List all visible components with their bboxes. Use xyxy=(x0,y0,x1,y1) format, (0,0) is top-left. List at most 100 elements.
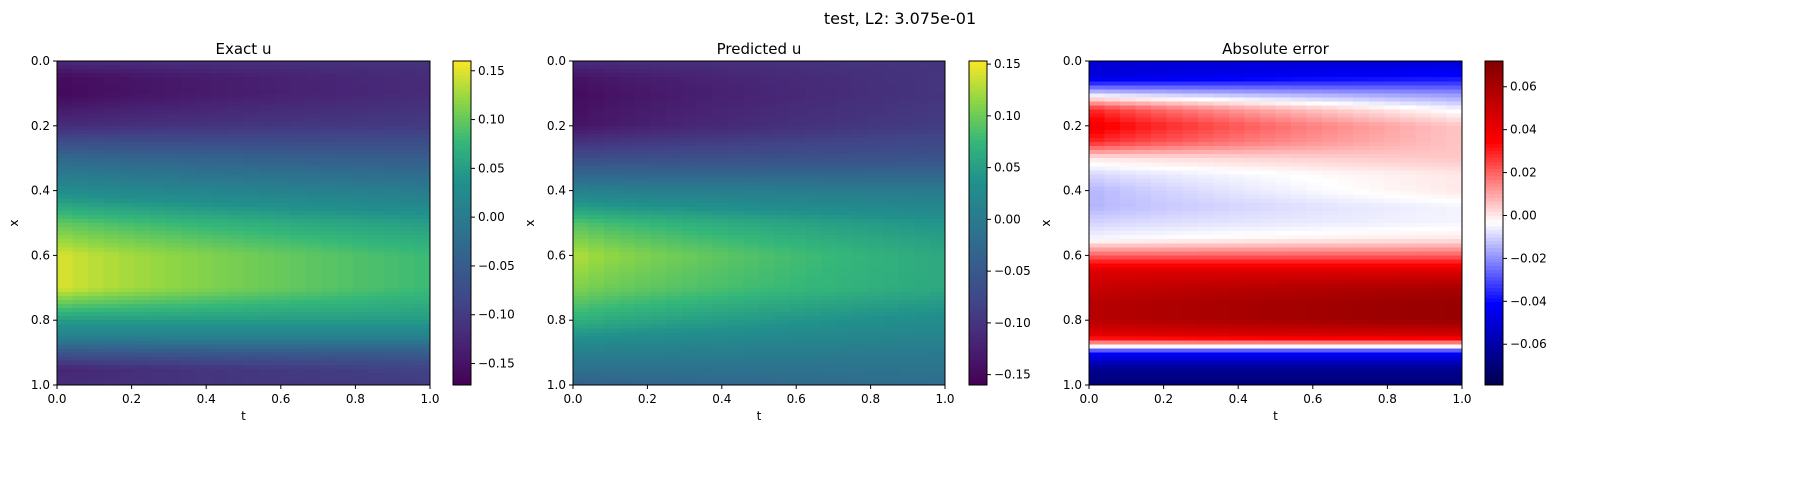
heatmap-cell xyxy=(1166,344,1183,350)
heatmap-cell xyxy=(336,356,353,362)
heatmap-cell xyxy=(1166,77,1183,82)
heatmap-cell xyxy=(165,154,182,159)
heatmap-cell xyxy=(619,332,636,337)
heatmap-cell xyxy=(635,344,652,350)
heatmap-cell xyxy=(103,364,120,370)
heatmap-cell xyxy=(243,271,260,277)
heatmap-cell xyxy=(398,344,416,350)
heatmap-cell xyxy=(367,291,384,297)
heatmap-cell xyxy=(165,194,182,200)
heatmap-cell xyxy=(119,231,136,236)
heatmap-cell xyxy=(1135,93,1152,99)
heatmap-cell xyxy=(103,316,120,321)
heatmap-cell xyxy=(88,231,105,236)
heatmap-cell xyxy=(227,299,245,305)
heatmap-cell xyxy=(1213,133,1230,139)
heatmap-cell xyxy=(821,194,838,200)
heatmap-cell xyxy=(712,166,729,171)
heatmap-cell xyxy=(243,101,260,107)
colorbar-segment xyxy=(453,179,471,184)
heatmap-cell xyxy=(88,125,105,131)
heatmap-cell xyxy=(914,328,931,333)
heatmap-cell xyxy=(1228,287,1246,293)
heatmap-cell xyxy=(650,251,667,256)
heatmap-cell xyxy=(243,113,260,119)
heatmap-cell xyxy=(196,239,214,244)
heatmap-cell xyxy=(181,271,198,277)
heatmap-cell xyxy=(352,328,369,333)
heatmap-cell xyxy=(728,324,745,329)
heatmap-cell xyxy=(712,218,729,224)
heatmap-cell xyxy=(619,137,636,143)
heatmap-cell xyxy=(697,121,714,127)
heatmap-cell xyxy=(681,210,698,216)
heatmap-cell xyxy=(790,202,807,208)
heatmap-cell xyxy=(72,267,89,273)
heatmap-cell xyxy=(1151,202,1168,208)
heatmap-cell xyxy=(181,174,198,180)
heatmap-cell xyxy=(774,239,791,244)
heatmap-cell xyxy=(119,283,136,289)
heatmap-cell xyxy=(666,328,683,333)
heatmap-cell xyxy=(88,271,105,277)
heatmap-cell xyxy=(88,146,105,151)
heatmap-cell xyxy=(243,69,260,74)
heatmap-cell xyxy=(867,267,884,273)
heatmap-cell xyxy=(1089,368,1106,374)
heatmap-cell xyxy=(1213,109,1230,115)
heatmap-cell xyxy=(383,348,400,354)
heatmap-cell xyxy=(712,263,729,269)
heatmap-cell xyxy=(414,231,431,236)
colorbar-tick-label: −0.05 xyxy=(994,264,1031,278)
heatmap-cell xyxy=(635,154,652,159)
heatmap-cell xyxy=(150,352,167,358)
heatmap-cell xyxy=(1197,137,1214,143)
heatmap-cell xyxy=(227,263,245,269)
heatmap-cell xyxy=(414,291,431,297)
heatmap-cell xyxy=(805,271,822,277)
heatmap-cell xyxy=(134,89,151,94)
heatmap-cell xyxy=(790,113,807,119)
heatmap-cell xyxy=(914,170,931,175)
heatmap-cell xyxy=(914,316,931,321)
heatmap-cell xyxy=(398,267,416,273)
heatmap-cell xyxy=(650,312,667,317)
heatmap-cell xyxy=(336,113,353,119)
heatmap-cell xyxy=(321,186,338,192)
heatmap-cell xyxy=(305,137,322,143)
heatmap-cell xyxy=(1182,174,1199,180)
heatmap-cell xyxy=(196,267,214,273)
heatmap-cell xyxy=(88,235,105,240)
heatmap-cell xyxy=(383,231,400,236)
heatmap-cell xyxy=(243,125,260,131)
heatmap-cell xyxy=(635,218,652,224)
heatmap-cell xyxy=(728,121,745,127)
heatmap-cell xyxy=(821,275,838,281)
heatmap-cell xyxy=(103,291,120,297)
colorbar-segment xyxy=(969,291,987,296)
heatmap-cell xyxy=(914,218,931,224)
heatmap-cell xyxy=(604,299,621,305)
heatmap-cell xyxy=(259,368,276,374)
heatmap-cell xyxy=(212,279,229,285)
heatmap-cell xyxy=(352,158,369,163)
heatmap-cell xyxy=(227,227,245,232)
heatmap-cell xyxy=(414,356,431,362)
heatmap-cell xyxy=(1197,133,1214,139)
heatmap-cell xyxy=(88,279,105,285)
heatmap-cell xyxy=(196,247,214,252)
colorbar-segment xyxy=(969,215,987,220)
heatmap-cell xyxy=(196,218,214,224)
heatmap-cell xyxy=(681,182,698,188)
heatmap-cell xyxy=(604,328,621,333)
heatmap-cell xyxy=(650,158,667,163)
heatmap-cell xyxy=(898,218,915,224)
heatmap-cell xyxy=(1104,263,1121,269)
heatmap-cell xyxy=(243,332,260,337)
heatmap-cell xyxy=(119,202,136,208)
heatmap-cell xyxy=(305,93,322,99)
heatmap-cell xyxy=(274,279,291,285)
heatmap-cell xyxy=(398,77,416,82)
heatmap-cell xyxy=(774,194,791,200)
heatmap-cell xyxy=(414,352,431,358)
